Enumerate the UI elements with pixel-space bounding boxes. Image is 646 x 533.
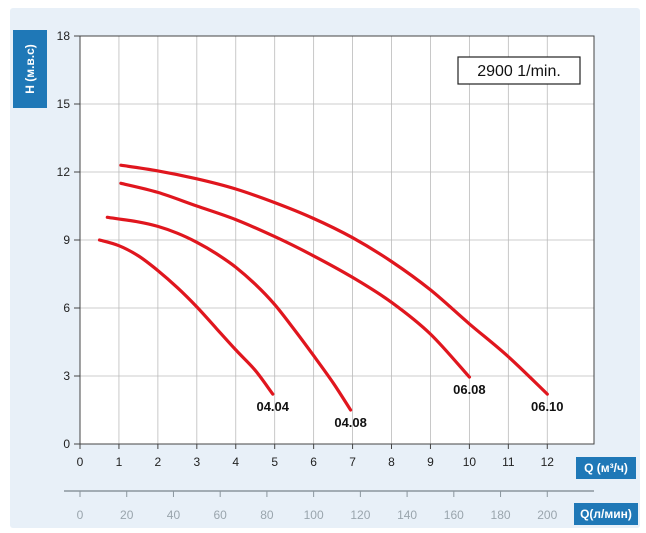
x-tick-label: 12 <box>541 455 555 469</box>
curve-06-10 <box>119 163 549 396</box>
x-tick-label: 5 <box>271 455 278 469</box>
x-tick-label: 8 <box>388 455 395 469</box>
x2-tick-label: 20 <box>120 508 134 522</box>
x-axis-label: Q (м³/ч) <box>584 461 628 475</box>
y-tick-label: 9 <box>63 233 70 247</box>
x-axis-badge <box>576 457 636 479</box>
x-tick-label: 10 <box>463 455 477 469</box>
pump-curves <box>97 163 549 412</box>
grid-lines <box>80 36 594 444</box>
x-tick-label: 11 <box>502 455 515 469</box>
curve-label-06-10: 06.10 <box>531 399 564 414</box>
x2-tick-label: 200 <box>537 508 557 522</box>
x-tick-label: 2 <box>155 455 162 469</box>
y-tick-label: 6 <box>63 301 70 315</box>
x2-tick-label: 0 <box>77 508 84 522</box>
curve-06-08 <box>119 181 471 379</box>
curve-04-04 <box>97 238 275 396</box>
x2-tick-label: 40 <box>167 508 181 522</box>
x2-tick-label: 80 <box>260 508 274 522</box>
x2-axis-label: Q(л/мин) <box>580 507 632 521</box>
x-tick-label: 1 <box>116 455 123 469</box>
x2-tick-label: 140 <box>397 508 417 522</box>
x2-tick-label: 160 <box>444 508 464 522</box>
curve-04-08 <box>105 215 353 412</box>
y-axis-ticks: 0 3 6 9 12 15 18 <box>57 29 80 451</box>
y-tick-label: 15 <box>57 97 71 111</box>
x2-axis-ticks: 0 20 40 60 80 100 120 140 160 180 200 <box>77 491 558 522</box>
curve-label-04-04: 04.04 <box>256 399 289 414</box>
y-axis-label: H (м.в.с) <box>23 44 37 94</box>
curve-label-04-08: 04.08 <box>334 415 367 430</box>
x2-axis-badge <box>574 503 638 525</box>
x-axis-ticks: 0 1 2 3 4 5 6 7 8 9 10 11 12 <box>77 444 555 469</box>
x2-tick-label: 180 <box>491 508 511 522</box>
x2-tick-label: 120 <box>350 508 370 522</box>
curve-label-06-08: 06.08 <box>453 382 486 397</box>
y-tick-label: 3 <box>63 369 70 383</box>
y-axis-badge <box>13 30 47 108</box>
x-tick-label: 0 <box>77 455 84 469</box>
x-tick-label: 4 <box>232 455 239 469</box>
x2-tick-label: 60 <box>214 508 228 522</box>
y-tick-label: 0 <box>63 437 70 451</box>
x-tick-label: 9 <box>427 455 434 469</box>
speed-box <box>457 56 581 85</box>
speed-label: 2900 1/min. <box>477 63 561 80</box>
x-tick-label: 6 <box>310 455 317 469</box>
x-tick-label: 7 <box>349 455 356 469</box>
y-tick-label: 18 <box>57 29 71 43</box>
y-tick-label: 12 <box>57 165 71 179</box>
x2-tick-label: 100 <box>304 508 324 522</box>
x-tick-label: 3 <box>193 455 200 469</box>
curve-labels: 04.04 04.08 06.08 06.10 <box>256 382 563 430</box>
